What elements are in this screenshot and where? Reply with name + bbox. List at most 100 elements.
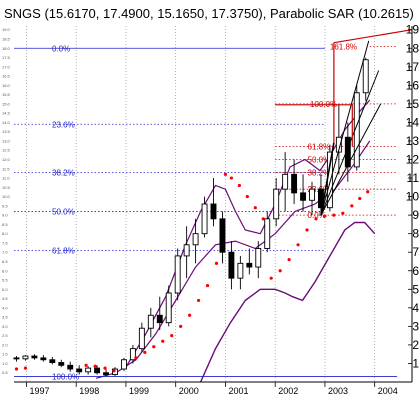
- candle: [103, 369, 109, 377]
- candle: [120, 357, 127, 371]
- candle: [201, 196, 208, 238]
- y-tick-small-label: 1.0: [2, 361, 8, 366]
- y-tick-label: 5: [412, 282, 419, 296]
- candle: [273, 178, 280, 227]
- trendlines-layer: [275, 29, 413, 216]
- y-tick-small-label: 16.0: [2, 83, 11, 88]
- y-tick-small-label: 6.0: [2, 268, 8, 273]
- candle: [255, 241, 262, 279]
- y-tick-label: 8: [412, 227, 419, 241]
- y-tick-label: 12: [406, 153, 420, 167]
- fib-left-label: 0.0%: [52, 44, 70, 53]
- candle-body: [31, 355, 38, 359]
- candle-body: [58, 362, 65, 366]
- x-tick-label: 2003: [328, 386, 348, 396]
- candles-layer: [13, 57, 369, 377]
- y-tick-label: 17: [406, 60, 420, 74]
- y-tick-label: 7: [412, 245, 419, 259]
- candle-body: [353, 92, 360, 168]
- sar-point: [229, 176, 234, 180]
- candle-body: [201, 203, 208, 235]
- fib-right-label: 50.0%: [308, 156, 331, 165]
- x-tick-label: 2001: [228, 386, 248, 396]
- sar-point: [179, 324, 183, 328]
- y-tick-small-label: 5.0: [2, 287, 8, 292]
- candle-body: [174, 255, 181, 294]
- sar-point: [143, 350, 147, 354]
- y-tick-label: 18: [406, 41, 420, 55]
- candle-body: [76, 368, 83, 373]
- candle-body: [335, 136, 342, 153]
- candle: [309, 181, 315, 216]
- y-tick-label: 14: [406, 115, 420, 129]
- y-tick-small-label: 7.5: [2, 240, 8, 245]
- candle: [282, 152, 289, 212]
- sar-point: [350, 204, 354, 208]
- sar-point: [205, 283, 210, 288]
- y-tick-label: 15: [406, 97, 420, 111]
- candle-body: [40, 357, 47, 361]
- candle-body: [85, 367, 92, 373]
- y-tick-small-label: 12.0: [2, 157, 11, 162]
- sar-point: [261, 217, 265, 221]
- y-tick-small-label: 17.5: [2, 55, 11, 60]
- sar-point: [332, 213, 336, 217]
- candle: [129, 344, 136, 364]
- candle-body: [165, 292, 172, 324]
- y-tick-small-label: 14.5: [2, 111, 11, 116]
- y-tick-small-label: 2.5: [2, 333, 8, 338]
- fan-line: [320, 40, 370, 216]
- candle-body: [264, 218, 271, 249]
- y-tick-small-label: 3.0: [2, 324, 8, 329]
- candle: [138, 322, 145, 353]
- candle-body: [219, 218, 226, 253]
- candle: [344, 122, 351, 182]
- candle: [264, 211, 271, 253]
- candle-body: [49, 359, 56, 363]
- candle: [67, 361, 74, 372]
- y-tick-small-label: 15.0: [2, 101, 11, 106]
- sar-point: [214, 261, 219, 265]
- candle: [13, 356, 20, 362]
- y-tick-small-label: 9.0: [2, 213, 8, 218]
- sar-point: [245, 194, 249, 199]
- y-tick-small-label: 14.0: [2, 120, 11, 125]
- y-tick-small-label: 7.0: [2, 250, 8, 255]
- candle-body: [237, 262, 244, 279]
- candle: [40, 355, 47, 362]
- y-tick-label: 1: [412, 356, 419, 370]
- y-tick-label: 16: [406, 78, 420, 92]
- candle: [219, 211, 226, 264]
- candle-body: [67, 364, 74, 370]
- fib-right-label: 38.2%: [308, 168, 331, 177]
- candle: [192, 218, 199, 264]
- sar-point: [366, 190, 370, 194]
- candle: [147, 307, 154, 338]
- sar-point: [112, 369, 116, 373]
- candle-body: [362, 59, 369, 94]
- y-tick-small-label: 13.0: [2, 138, 11, 143]
- fib-left-label: 23.6%: [52, 120, 75, 129]
- candle-body: [103, 372, 109, 376]
- candle: [76, 365, 83, 375]
- y-tick-small-label: 0.5: [2, 370, 8, 375]
- sar-point: [278, 269, 282, 273]
- sar-point: [103, 366, 107, 370]
- candle-body: [291, 173, 298, 194]
- candle: [94, 365, 101, 375]
- candle: [31, 354, 38, 360]
- candle-body: [13, 357, 20, 360]
- fib-right-label: 0.0%: [308, 211, 326, 220]
- y-tick-small-label: 2.0: [2, 342, 8, 347]
- candle-body: [138, 327, 145, 350]
- candle: [22, 355, 29, 361]
- sar-point: [314, 217, 318, 221]
- candle: [156, 296, 163, 331]
- y-tick-label: 13: [406, 134, 420, 148]
- y-tick-small-label: 4.5: [2, 296, 8, 301]
- black-trendline: [320, 142, 335, 216]
- x-tick-label: 2000: [179, 386, 199, 396]
- candle-body: [273, 188, 280, 220]
- lower-band-line: [199, 221, 376, 383]
- candle: [85, 366, 92, 375]
